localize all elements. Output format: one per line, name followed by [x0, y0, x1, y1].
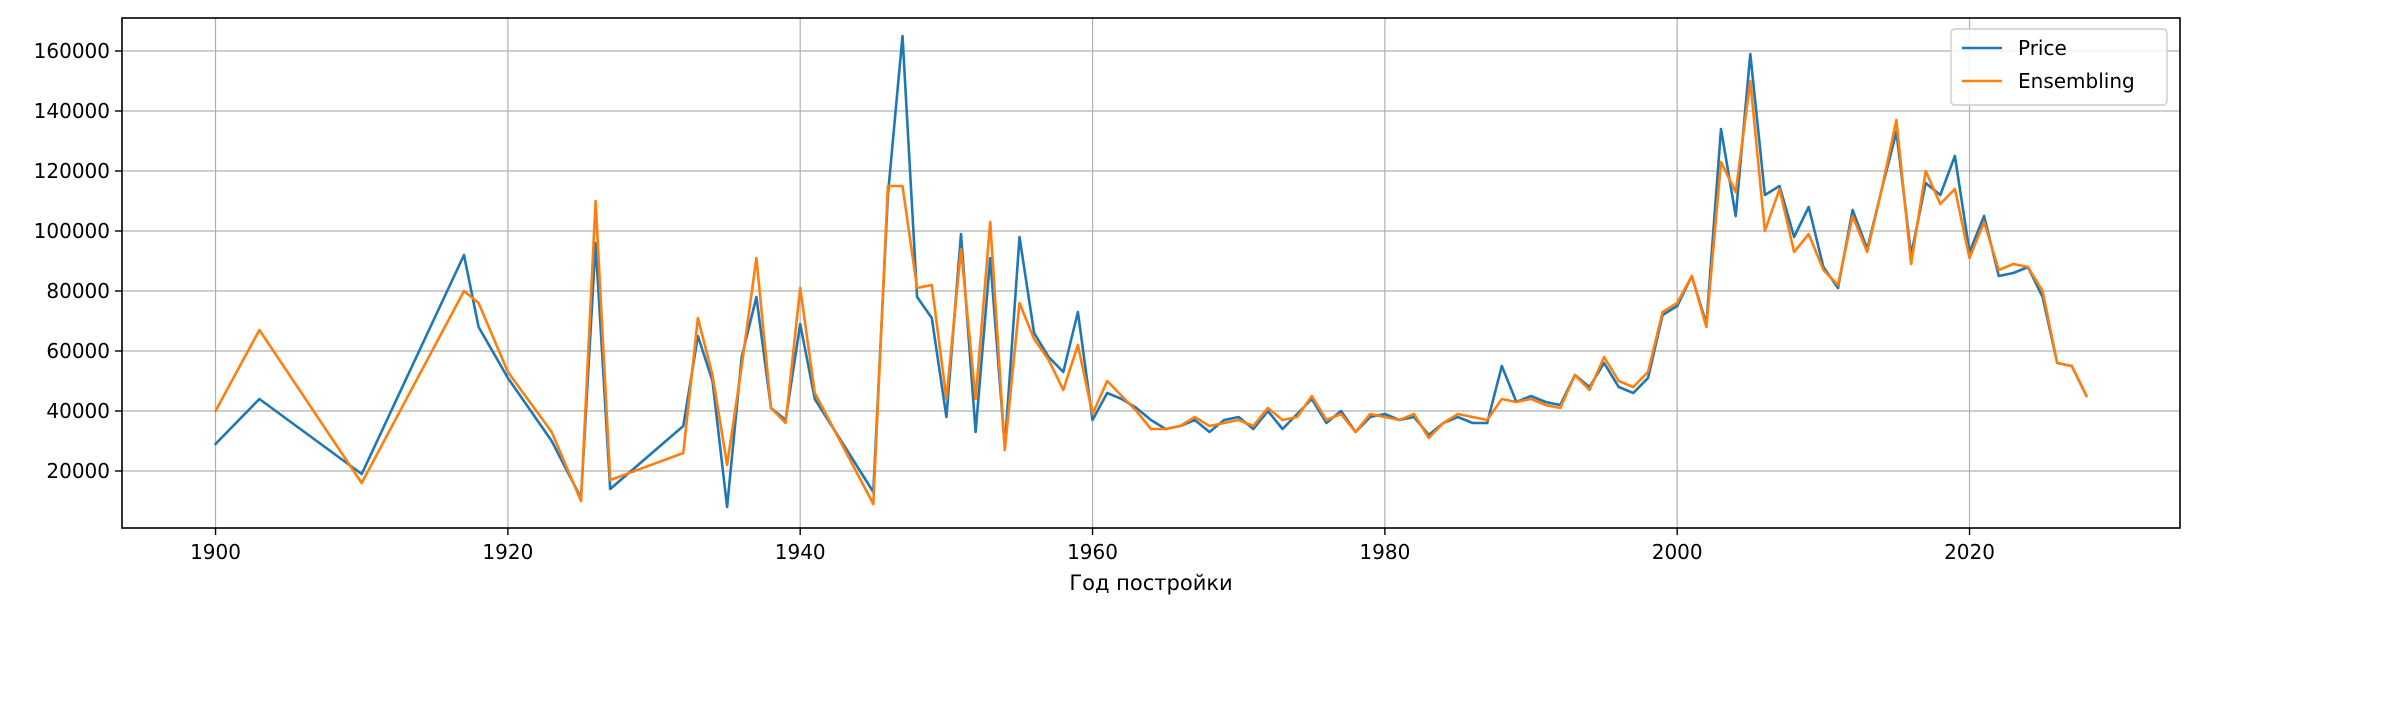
legend: Price Ensembling [1950, 28, 2168, 106]
grid [122, 18, 2180, 528]
y-tick-label: 120000 [34, 159, 110, 183]
x-tick-label: 1960 [1067, 540, 1118, 564]
legend-label-price: Price [2018, 36, 2067, 60]
x-tick-label: 1940 [775, 540, 826, 564]
y-tick-label: 140000 [34, 99, 110, 123]
y-axis: 20000 40000 60000 80000 100000 120000 140000 16… [34, 39, 122, 483]
y-tick-label: 20000 [46, 459, 110, 483]
y-tick-label: 60000 [46, 339, 110, 363]
y-tick-label: 160000 [34, 39, 110, 63]
x-tick-label: 1900 [190, 540, 241, 564]
x-tick-label: 1920 [482, 540, 533, 564]
series-layer [214, 34, 2088, 509]
y-tick-label: 100000 [34, 219, 110, 243]
series-line-ensembling [214, 79, 2088, 506]
x-tick-label: 2020 [1944, 540, 1995, 564]
legend-box [1950, 28, 2168, 106]
y-tick-label: 40000 [46, 399, 110, 423]
y-tick-label: 80000 [46, 279, 110, 303]
x-axis-label: Год постройки [1069, 571, 1232, 595]
x-tick-label: 2000 [1652, 540, 1703, 564]
x-axis: 1900 1920 1940 1960 1980 2000 2020 [190, 528, 1995, 564]
plot-frame [121, 17, 2181, 529]
legend-label-ensembling: Ensembling [2018, 69, 2135, 93]
x-tick-label: 1980 [1359, 540, 1410, 564]
